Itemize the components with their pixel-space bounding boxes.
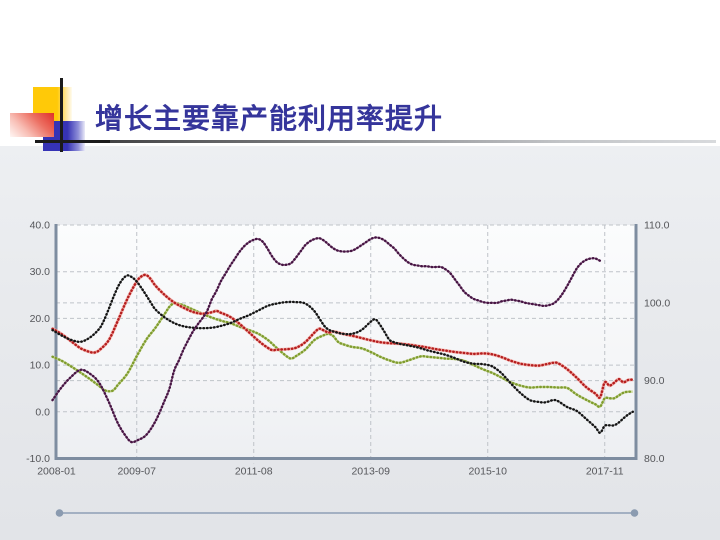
left-axis-tick-label: 10.0 bbox=[30, 360, 51, 372]
right-axis-tick-label: 80.0 bbox=[644, 453, 665, 465]
right-axis-tick-label: 110.0 bbox=[644, 220, 670, 232]
purple-capacity-utilization-series-dots bbox=[51, 236, 602, 444]
purple-capacity-utilization-series bbox=[51, 236, 602, 444]
x-axis-tick-label: 2008-01 bbox=[37, 466, 76, 478]
right-axis-tick-label: 100.0 bbox=[644, 297, 670, 309]
left-axis-tick-label: 30.0 bbox=[30, 266, 51, 278]
x-axis-tick-label: 2015-10 bbox=[468, 466, 507, 478]
decor-red-gradient-square bbox=[10, 113, 54, 137]
x-axis-tick-label: 2013-09 bbox=[351, 466, 390, 478]
left-axis-tick-label: -10.0 bbox=[26, 453, 50, 465]
slide-title: 增长主要靠产能利用率提升 bbox=[95, 102, 444, 135]
x-axis-tick-label: 2009-07 bbox=[117, 466, 156, 478]
plot-area bbox=[56, 225, 636, 459]
axes bbox=[54, 224, 638, 460]
gridlines bbox=[56, 224, 636, 464]
right-axis-tick-label: 90.0 bbox=[644, 375, 665, 387]
left-axis-tick-label: 40.0 bbox=[30, 220, 51, 232]
left-axis-tick-label: 0.0 bbox=[35, 406, 50, 418]
black-growth-series-dots bbox=[51, 274, 634, 434]
green-growth-series-dots bbox=[51, 301, 634, 409]
x-axis-tick-label: 2017-11 bbox=[586, 466, 624, 478]
green-growth-series bbox=[51, 301, 634, 409]
title-underline bbox=[95, 140, 716, 143]
scrollbar-left-handle[interactable] bbox=[55, 509, 64, 517]
x-axis-tick-label: 2011-08 bbox=[235, 466, 273, 478]
black-growth-series bbox=[51, 274, 634, 434]
left-axis-tick-label: 20.0 bbox=[30, 313, 51, 325]
chart-range-scrollbar[interactable] bbox=[55, 509, 639, 517]
scrollbar-right-handle[interactable] bbox=[630, 509, 639, 517]
decor-horizontal-line bbox=[35, 140, 110, 143]
axis-labels: 40.0 30.0 20.0 10.0 0.0 -10.0 110.0 100.0 90.0 80… bbox=[26, 220, 670, 478]
decor-vertical-line bbox=[60, 78, 63, 152]
